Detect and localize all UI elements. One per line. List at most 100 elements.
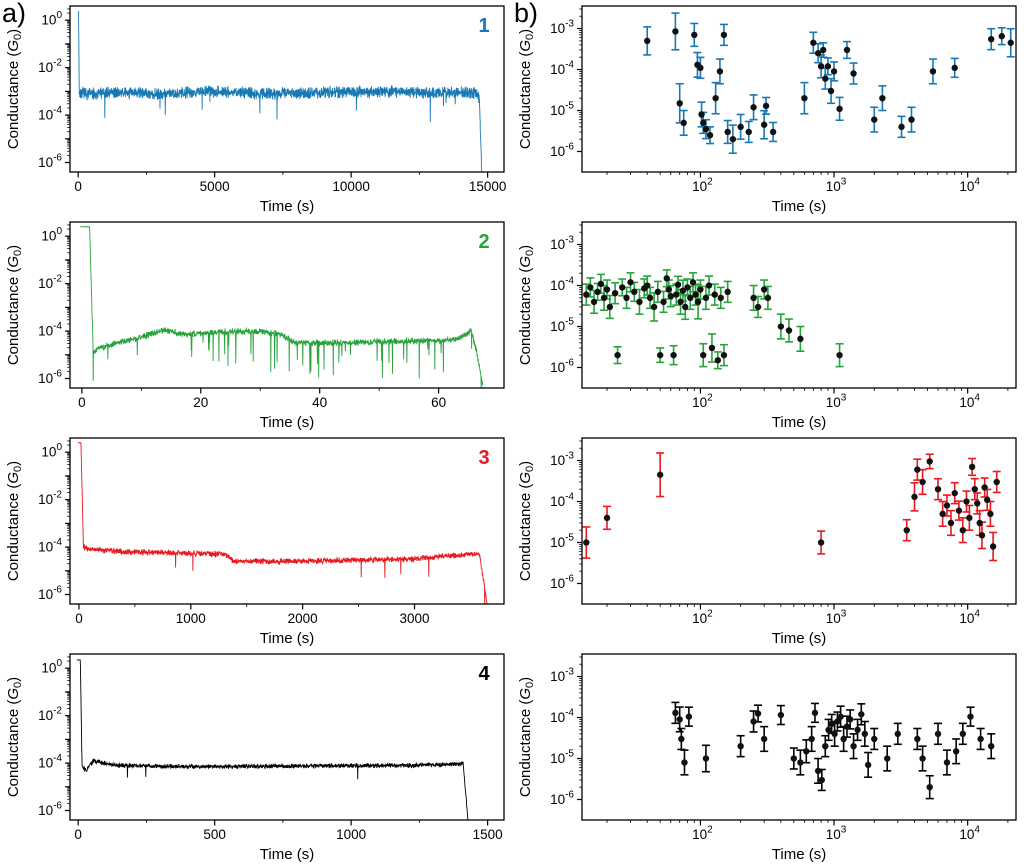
plot-border	[581, 5, 1017, 173]
chart-b3: 10-3 10-4 10-5 10-6 102 103 104 Time (s) Conduct…	[512, 432, 1024, 648]
series-number-label: 1	[478, 15, 489, 37]
tick-label: 5000	[200, 179, 230, 194]
y-axis-title: Conductance (G0)	[518, 245, 536, 365]
data-point-marker	[963, 498, 970, 505]
tick-label: 103	[826, 825, 847, 843]
y-axis-title: Conductance (G0)	[6, 245, 24, 365]
data-trace	[77, 442, 488, 604]
data-point-marker	[619, 284, 626, 291]
chart-a4: 100 10-2 10-4 10-6 0 500 1000 1500 Time (s) Condu…	[0, 648, 512, 864]
data-point-marker	[803, 748, 810, 755]
data-point-marker	[981, 484, 988, 491]
data-point-marker	[646, 294, 654, 302]
data-point-marker	[943, 759, 951, 766]
data-trace	[76, 659, 469, 820]
data-point-marker	[879, 94, 886, 102]
chart-b4-svg: 10-3 10-4 10-5 10-6 102 103 104 Time (s) Conduct…	[518, 653, 1017, 863]
data-point-marker	[825, 726, 832, 734]
data-point-marker	[708, 344, 716, 352]
tick-label: 100	[41, 658, 62, 676]
data-point-marker	[959, 730, 967, 738]
data-point-marker	[797, 335, 804, 343]
data-point-marker	[864, 761, 872, 769]
data-point-marker	[627, 279, 634, 286]
tick-label: 20	[193, 395, 208, 410]
tick-label: 10-5	[550, 533, 574, 551]
data-point-marker	[650, 303, 658, 311]
tick-label: 10-6	[550, 358, 574, 376]
tick-label: 10-4	[550, 492, 574, 510]
tick-label: 10-4	[38, 537, 62, 555]
data-point-marker	[644, 37, 651, 45]
data-point-marker	[636, 298, 643, 306]
tick-label: 10-5	[550, 749, 574, 767]
data-point-marker	[676, 100, 683, 107]
data-point-marker	[737, 123, 744, 131]
data-point-marker	[929, 68, 937, 75]
data-point-marker	[952, 748, 960, 755]
tick-label: 0	[78, 395, 86, 410]
tick-label: 10-3	[550, 667, 574, 685]
data-point-marker	[817, 539, 825, 546]
tick-label: 0	[74, 827, 82, 842]
panel-b-label: b)	[514, 0, 539, 28]
chart-b3-svg: 10-3 10-4 10-5 10-6 102 103 104 Time (s) Conduct…	[518, 437, 1017, 647]
data-point-marker	[700, 119, 707, 127]
data-point-marker	[656, 471, 664, 478]
series-number-label: 4	[478, 663, 490, 685]
chart-a4-svg: 100 10-2 10-4 10-6 0 500 1000 1500 Time (s) Condu…	[6, 653, 505, 863]
data-point-marker	[614, 351, 621, 359]
panel-a: a) 100 10-2 10-4 10-6 0 5000 10000 15000 Time (s…	[0, 0, 512, 864]
data-point-marker	[660, 298, 667, 306]
tick-label: 10-2	[38, 706, 62, 724]
data-point-marker	[603, 286, 611, 293]
data-point-marker	[846, 716, 854, 723]
data-point-marker	[968, 463, 976, 471]
data-point-marker	[987, 742, 995, 750]
series-number-label: 3	[478, 447, 489, 469]
data-point-marker	[827, 87, 835, 95]
chart-b1-svg: 10-3 10-4 10-5 10-6 102 103 104 Time (s) Conduct…	[518, 5, 1017, 215]
data-point-marker	[926, 458, 933, 465]
chart-b2-svg: 10-3 10-4 10-5 10-6 102 103 104 Time (s) Conduct…	[518, 221, 1017, 431]
data-point-marker	[977, 735, 984, 743]
tick-label: 104	[959, 393, 980, 411]
tick-label: 103	[826, 609, 847, 627]
tick-label: 10-3	[550, 235, 574, 253]
data-point-marker	[850, 70, 857, 77]
data-point-marker	[811, 709, 819, 717]
data-point-marker	[583, 291, 590, 298]
data-point-marker	[682, 303, 689, 311]
data-point-marker	[583, 539, 590, 546]
x-axis-title: Time (s)	[260, 198, 314, 215]
plot-border	[581, 437, 1017, 605]
tick-label: 100	[41, 442, 62, 460]
tick-label: 104	[959, 177, 980, 195]
tick-label: 103	[826, 177, 847, 195]
data-point-marker	[724, 128, 731, 136]
data-point-marker	[943, 502, 951, 509]
x-axis-title: Time (s)	[772, 630, 826, 647]
data-point-marker	[706, 131, 714, 139]
data-point-marker	[894, 730, 901, 738]
data-point-marker	[824, 63, 832, 70]
data-point-marker	[672, 709, 679, 717]
data-point-marker	[926, 783, 933, 791]
data-point-marker	[993, 478, 1000, 486]
tick-label: 100	[41, 10, 62, 28]
tick-label: 10-4	[550, 708, 574, 726]
data-point-marker	[750, 104, 757, 111]
y-axis-title: Conductance (G0)	[6, 677, 24, 797]
tick-label: 10-6	[38, 801, 62, 819]
data-point-marker	[676, 716, 683, 723]
data-point-marker	[665, 286, 672, 293]
data-point-marker	[777, 323, 785, 330]
tick-label: 10-2	[38, 58, 62, 76]
data-point-marker	[697, 64, 704, 72]
data-point-marker	[836, 105, 843, 113]
tick-label: 2000	[288, 611, 318, 626]
chart-a1-svg: 100 10-2 10-4 10-6 0 5000 10000 15000 Time (s) Co…	[6, 5, 506, 215]
data-point-marker	[814, 50, 822, 57]
data-point-marker	[801, 94, 808, 102]
